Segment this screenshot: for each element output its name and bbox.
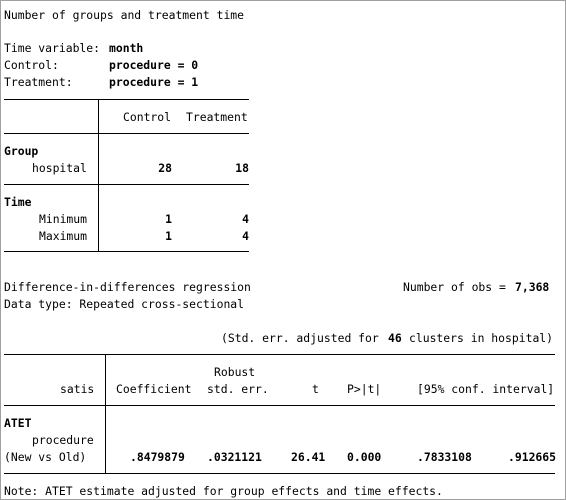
group-treatment-count: 18 <box>235 161 249 175</box>
groups-header-rule <box>4 133 249 134</box>
robust-header: Robust <box>214 365 256 379</box>
reg-bottom-rule <box>4 473 555 474</box>
groups-table-divider <box>98 99 99 252</box>
control-value: procedure = 0 <box>109 58 199 72</box>
group-row-label: hospital <box>32 161 87 175</box>
contrast-label: (New vs Old) <box>4 450 87 464</box>
var-label: procedure <box>32 433 94 447</box>
se-note-suffix: clusters in hospital) <box>409 331 554 345</box>
p-header: P>|t| <box>347 382 382 396</box>
footnote: Note: ATET estimate adjusted for group e… <box>4 484 443 498</box>
min-treatment: 4 <box>242 212 249 226</box>
se-header: std. err. <box>207 382 269 396</box>
ci-high-value: .912665 <box>508 450 557 464</box>
groups-table-top-rule <box>4 99 249 100</box>
data-type: Data type: Repeated cross-sectional <box>4 297 245 311</box>
ci-low-value: .7833108 <box>417 450 472 464</box>
p-value: 0.000 <box>347 450 382 464</box>
min-label: Minimum <box>39 212 88 226</box>
groups-mid-rule <box>4 184 249 185</box>
col-control-header: Control <box>123 110 172 124</box>
regression-title: Difference-in-differences regression <box>4 280 251 294</box>
groups-title: Number of groups and treatment time <box>4 8 245 22</box>
group-header: Group <box>4 144 39 158</box>
control-label: Control: <box>4 58 59 72</box>
depvar-header: satis <box>60 382 95 396</box>
reg-table-divider <box>105 354 106 474</box>
col-treatment-header: Treatment <box>186 110 248 124</box>
max-treatment: 4 <box>242 229 249 243</box>
ci-header: [95% conf. interval] <box>417 382 555 396</box>
coef-value: .8479879 <box>130 450 185 464</box>
coef-header: Coefficient <box>116 382 192 396</box>
nobs-value: 7,368 <box>515 280 550 294</box>
se-note-prefix: (Std. err. adjusted for <box>221 331 379 345</box>
treatment-label: Treatment: <box>4 75 73 89</box>
atet-label: ATET <box>4 416 32 430</box>
treatment-value: procedure = 1 <box>109 75 199 89</box>
min-control: 1 <box>165 212 172 226</box>
reg-header-rule <box>4 405 555 406</box>
time-header: Time <box>4 195 32 209</box>
t-header: t <box>312 382 319 396</box>
time-var-value: month <box>109 41 144 55</box>
group-control-count: 28 <box>158 161 172 175</box>
t-value: 26.41 <box>291 450 326 464</box>
max-label: Maximum <box>39 229 88 243</box>
time-var-label: Time variable: <box>4 41 101 55</box>
max-control: 1 <box>165 229 172 243</box>
nobs-label: Number of obs = <box>403 280 506 294</box>
reg-table-top-rule <box>4 354 555 355</box>
groups-bottom-rule <box>4 251 249 252</box>
se-note-clusters: 46 <box>388 331 402 345</box>
se-value: .0321121 <box>207 450 262 464</box>
